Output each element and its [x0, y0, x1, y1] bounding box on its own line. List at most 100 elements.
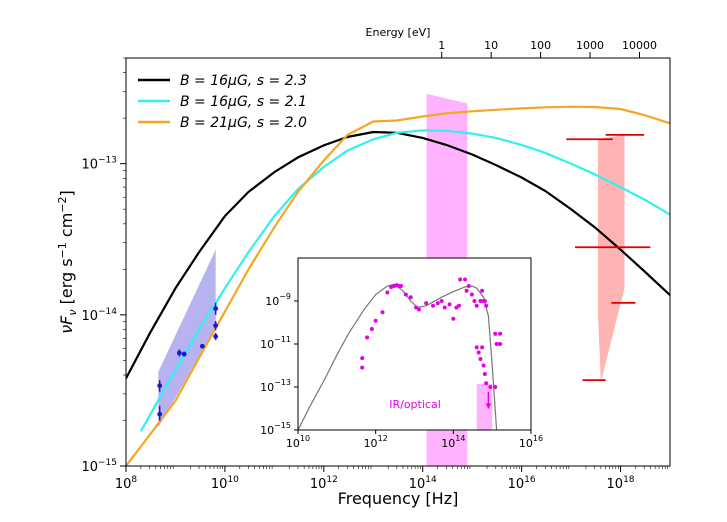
inset-point-15 — [414, 305, 419, 310]
inset-y-tick-label-3: 10−11 — [260, 335, 291, 351]
inset-point-28 — [464, 288, 469, 293]
y-axis-label: νFν [erg s−1 cm−2] — [56, 190, 79, 334]
inset-point-29 — [466, 283, 471, 288]
top-tick-label-4: 1000 — [576, 39, 604, 52]
x-axis-ticks: 108 1010 1012 1014 1016 1018 — [115, 466, 669, 492]
inset-point-4 — [369, 326, 374, 331]
top-tick-label-3: 100 — [530, 39, 551, 52]
inset-point-49 — [498, 342, 503, 346]
inset-point-3 — [365, 335, 370, 340]
inset-point-47 — [493, 331, 498, 336]
inset-point-44 — [484, 381, 489, 386]
inset-y-ticks: 10−15 10−13 10−11 10−9 — [260, 292, 298, 437]
legend-entry-1: B = 16μG, s = 2.3 — [180, 73, 307, 89]
x-tick-label-3: 1012 — [310, 475, 338, 492]
inset-point-34 — [480, 288, 485, 293]
inset-ir-band — [476, 383, 493, 430]
inset-point-5 — [373, 318, 378, 323]
y-label-exp1: −1 — [56, 242, 69, 258]
radio-point-7 — [213, 323, 219, 328]
inset-point-42 — [481, 363, 486, 368]
inset-point-6 — [380, 310, 385, 315]
inset-point-26 — [458, 277, 463, 282]
top-tick-label-2: 10 — [484, 39, 498, 52]
inset-point-33 — [478, 299, 483, 303]
radio-band — [158, 249, 216, 428]
inset-point-21 — [442, 305, 447, 310]
radio-point-2 — [157, 411, 163, 417]
inset-x-tick-label-3: 1014 — [441, 434, 465, 450]
y-label-mid: cm — [57, 213, 76, 242]
radio-point-8 — [213, 333, 219, 339]
legend-entry-2: B = 16μG, s = 2.1 — [180, 94, 307, 110]
inset-point-37 — [484, 303, 489, 308]
top-tick-label-5: 10000 — [622, 39, 657, 52]
inset-point-36 — [482, 299, 487, 303]
inset-point-8 — [389, 284, 394, 289]
inset-point-7 — [385, 290, 390, 295]
inset-point-18 — [431, 303, 436, 308]
inset-point-27 — [463, 277, 468, 282]
inset-point-1 — [360, 356, 365, 361]
series-line-2 — [139, 129, 670, 432]
inset-annotation: IR/optical — [389, 398, 441, 411]
inset-series — [298, 283, 498, 430]
x-tick-label-1: 108 — [115, 475, 138, 492]
inset-point-31 — [472, 299, 477, 303]
inset-point-30 — [469, 292, 474, 297]
inset-model-line — [298, 283, 498, 430]
top-axis-label: Energy [eV] — [366, 26, 431, 39]
inset-point-32 — [474, 303, 479, 308]
x-axis-label: Frequency [Hz] — [338, 489, 459, 508]
inset-point-25 — [457, 303, 462, 308]
inset-point-12 — [399, 283, 404, 288]
x-tick-label-5: 1016 — [508, 475, 536, 492]
inset-point-43 — [482, 372, 487, 377]
inset-points — [360, 277, 503, 409]
y-axis-ticks: 10−15 10−14 10−13 — [81, 57, 126, 475]
inset-y-tick-label-2: 10−13 — [260, 378, 291, 394]
inset-point-2 — [360, 365, 365, 370]
inset-point-20 — [439, 299, 444, 303]
inset-x-tick-label-2: 1012 — [364, 434, 388, 450]
inset-point-14 — [408, 295, 413, 300]
inset-point-50 — [494, 342, 499, 346]
x-tick-label-6: 1018 — [607, 475, 635, 492]
inset-point-22 — [447, 302, 452, 307]
inset-x-ticks: 1010 1012 1014 1016 — [286, 430, 543, 450]
y-tick-label-2: 10−14 — [81, 307, 117, 324]
inset-y-tick-label-1: 10−15 — [260, 421, 291, 437]
y-label-main: νF — [57, 315, 76, 334]
y-label-exp2: −2 — [56, 197, 69, 213]
radio-point-5 — [199, 343, 205, 349]
x-tick-label-4: 1014 — [409, 475, 437, 492]
top-axis-ticks: 1 10 100 1000 10000 — [438, 39, 657, 58]
top-tick-label-1: 1 — [438, 39, 445, 52]
inset-point-16 — [416, 307, 421, 312]
inset-point-23 — [451, 316, 456, 321]
inset-point-19 — [435, 301, 440, 306]
plot-frame — [125, 57, 671, 467]
inset-point-17 — [424, 301, 429, 306]
inset-point-39 — [476, 350, 481, 355]
inset-point-40 — [478, 357, 483, 362]
y-label-units: [erg s — [57, 258, 76, 309]
inset-point-38 — [474, 345, 479, 350]
radio-point-4 — [181, 351, 187, 357]
inset-point-45 — [488, 385, 493, 389]
inset-x-tick-label-1: 1010 — [286, 434, 310, 450]
inset-point-13 — [403, 292, 408, 297]
inset-point-48 — [498, 331, 503, 336]
inset-point-41 — [480, 345, 485, 350]
y-tick-label-1: 10−15 — [81, 458, 117, 475]
radio-point-1 — [157, 383, 163, 389]
legend: B = 16μG, s = 2.3 B = 16μG, s = 2.1 B = 21… — [138, 73, 307, 131]
inset-y-tick-label-4: 10−9 — [265, 292, 291, 308]
y-label-close: ] — [57, 190, 76, 196]
legend-entry-3: B = 21μG, s = 2.0 — [180, 115, 307, 131]
y-label-sub: ν — [66, 309, 79, 315]
xray-band — [598, 134, 625, 382]
radio-point-3 — [176, 350, 182, 356]
y-tick-label-3: 10−13 — [81, 156, 117, 173]
